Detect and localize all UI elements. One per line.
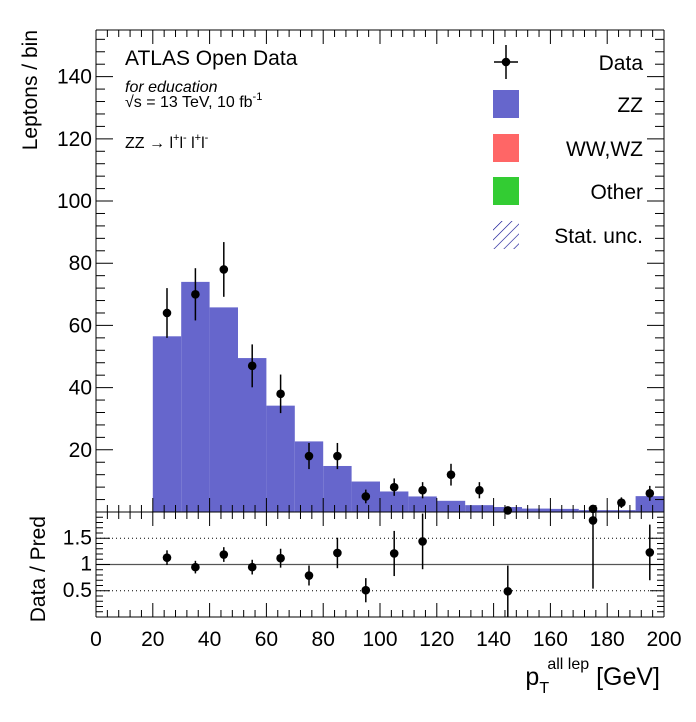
data-point: [247, 361, 257, 371]
ratio-data-points: [162, 512, 655, 617]
y-tick-label: 100: [57, 190, 92, 213]
data-point: [588, 504, 598, 514]
ratio-point: [588, 516, 598, 525]
x-tick-label: 180: [590, 628, 625, 651]
x-tick-label: 200: [646, 628, 681, 651]
x-tick-label: 80: [312, 628, 335, 651]
legend: Data ZZ WW,WZ Other Stat. unc.: [493, 45, 643, 249]
data-point: [333, 451, 342, 461]
legend-swatch-icon: [493, 134, 519, 162]
x-tick-label: 120: [419, 628, 454, 651]
ratio-point: [304, 571, 314, 580]
zz-bar: [209, 307, 238, 512]
ratio-point: [389, 549, 399, 558]
data-point: [219, 265, 229, 274]
ratio-point: [276, 553, 285, 563]
data-point: [503, 506, 513, 515]
y-tick-label: 140: [57, 66, 92, 89]
x-tick-label: 160: [533, 628, 568, 651]
ratio-point: [333, 548, 342, 558]
y-tick-label: 120: [57, 128, 92, 151]
zz-bar: [436, 500, 466, 512]
legend-label: Data: [599, 52, 644, 75]
atlas-label: ATLAS Open Data: [125, 47, 298, 70]
education-label: for education: [125, 79, 218, 96]
ratio-point: [162, 553, 172, 562]
data-point: [304, 451, 314, 461]
ratio-point: [191, 562, 200, 572]
zz-bar: [522, 508, 551, 512]
legend-swatch-icon: [493, 177, 519, 205]
ratio-point: [645, 548, 655, 557]
ratio-reference-lines: [96, 537, 664, 592]
energy-label: √s = 13 TeV, 10 fb-1: [125, 91, 262, 111]
data-point: [191, 290, 200, 299]
ratio-point: [503, 586, 513, 596]
legend-label: Other: [590, 181, 643, 204]
process-label: ZZ → l+l- l+l-: [125, 132, 209, 152]
y-tick-label: 20: [69, 439, 92, 462]
ratio-y-tick-label: 1: [80, 553, 92, 576]
zz-bar: [152, 336, 182, 512]
x-tick-label: 0: [90, 628, 102, 651]
main-data-points: [162, 242, 655, 515]
zz-bar: [266, 405, 295, 512]
ratio-point: [361, 585, 371, 595]
legend-label: Stat. unc.: [554, 225, 643, 248]
x-tick-label: 20: [141, 628, 164, 651]
legend-swatch-icon: [493, 90, 519, 118]
legend-label: WW,WZ: [566, 138, 643, 161]
y-tick-label: 40: [69, 377, 92, 400]
zz-bar: [465, 505, 494, 512]
ratio-point: [418, 537, 427, 546]
zz-bar: [408, 496, 437, 512]
main-axes: 20 40 60 80 100 120 140: [57, 29, 665, 513]
ratio-y-axis-title: Data / Pred: [27, 516, 50, 622]
zz-bar: [550, 508, 579, 512]
main-histogram: [152, 281, 664, 512]
x-tick-label: 40: [198, 628, 221, 651]
ratio-point: [247, 562, 257, 572]
x-tick-label: 100: [362, 628, 397, 651]
zz-bar: [323, 465, 352, 512]
legend-hatch-icon: [493, 221, 519, 249]
data-point: [617, 498, 626, 507]
data-point: [446, 470, 456, 479]
data-point: [361, 492, 371, 501]
data-point: [389, 482, 399, 492]
data-point: [475, 485, 484, 495]
zz-bar: [635, 496, 664, 512]
ratio-y-tick-label: 1.5: [63, 526, 92, 549]
legend-label: ZZ: [617, 94, 643, 117]
y-tick-label: 80: [69, 252, 92, 275]
y-axis-title: Leptons / bin: [19, 30, 42, 150]
x-axis-title: pTall lep [GeV]: [525, 656, 660, 697]
y-tick-label: 60: [69, 314, 92, 337]
ratio-y-tick-label: 0.5: [63, 579, 92, 602]
x-tick-label: 140: [476, 628, 511, 651]
data-point: [162, 308, 172, 318]
data-point: [418, 485, 427, 495]
zz-bar: [607, 510, 636, 512]
x-tick-label: 60: [255, 628, 278, 651]
data-point: [645, 489, 655, 498]
zz-bar: [380, 491, 409, 512]
data-point: [276, 389, 285, 399]
ratio-axes: 0.5 1 1.5 0 20 40 60 80 100 120 140 160 180 200: [63, 511, 682, 651]
ratio-point: [219, 550, 229, 559]
legend-data-marker-icon: [501, 57, 511, 67]
